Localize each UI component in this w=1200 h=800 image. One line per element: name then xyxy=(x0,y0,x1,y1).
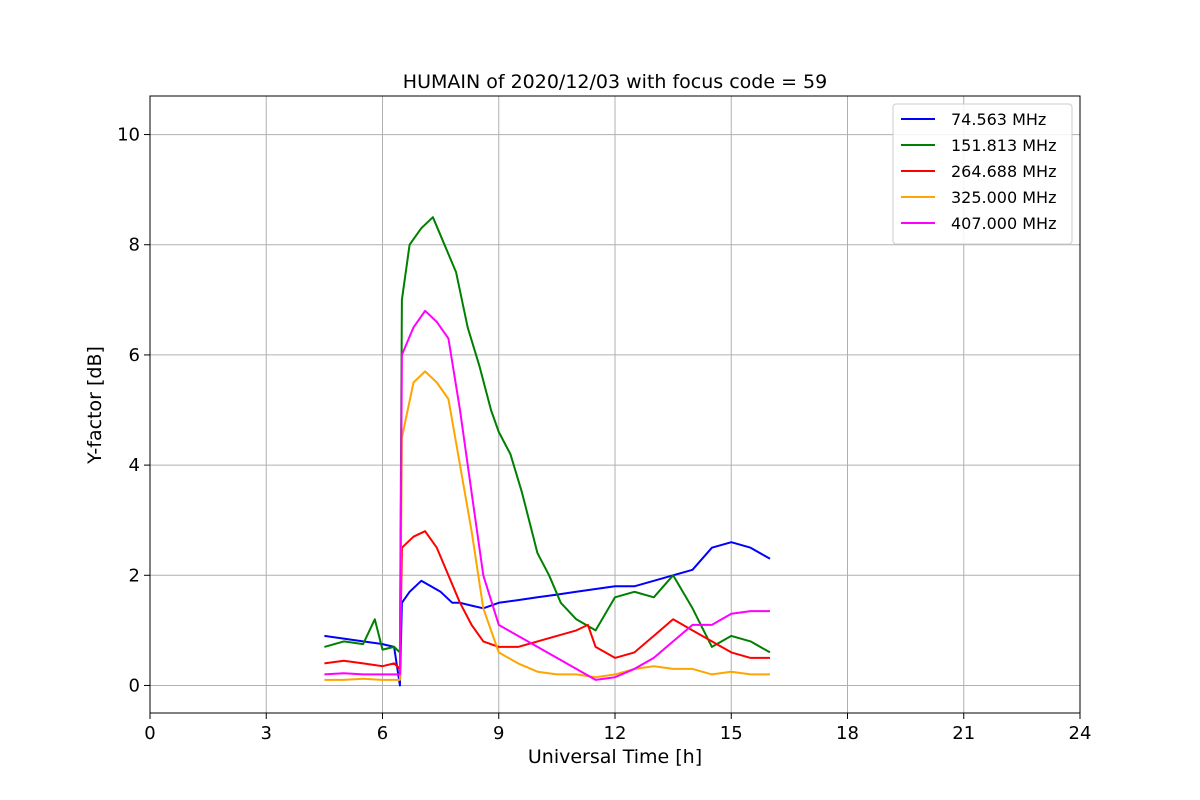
x-tick-label: 0 xyxy=(144,723,155,744)
legend-label: 74.563 MHz xyxy=(951,110,1046,129)
legend: 74.563 MHz 151.813 MHz 264.688 MHz 325.000 … xyxy=(892,103,1073,245)
series-line-4 xyxy=(324,309,770,681)
x-tick-label: 12 xyxy=(604,723,627,744)
x-tick-label: 3 xyxy=(261,723,272,744)
series-line-0 xyxy=(324,541,771,687)
y-tick-label: 8 xyxy=(129,235,140,256)
legend-box xyxy=(892,103,1073,245)
x-tick-label: 15 xyxy=(720,723,743,744)
x-tick-label: 24 xyxy=(1069,723,1092,744)
y-tick-label: 4 xyxy=(129,455,140,476)
x-tick-label: 18 xyxy=(836,723,859,744)
series-line-1 xyxy=(324,216,771,654)
y-tick-label: 2 xyxy=(129,565,140,586)
series-line-3 xyxy=(324,370,770,681)
y-axis-label: Y-factor [dB] xyxy=(84,346,106,465)
x-tick-label: 21 xyxy=(952,723,975,744)
x-tick-label: 9 xyxy=(493,723,504,744)
legend-label: 151.813 MHz xyxy=(951,136,1056,155)
legend-label: 325.000 MHz xyxy=(951,188,1056,207)
chart-title: HUMAIN of 2020/12/03 with focus code = 5… xyxy=(403,71,827,93)
x-axis-label: Universal Time [h] xyxy=(528,746,702,768)
series-line-2 xyxy=(324,530,770,670)
series-layer xyxy=(324,216,771,687)
x-tick-label: 6 xyxy=(377,723,388,744)
y-tick-label: 10 xyxy=(117,125,140,146)
y-tick-label: 0 xyxy=(129,675,140,696)
legend-label: 264.688 MHz xyxy=(951,162,1056,181)
y-tick-label: 6 xyxy=(129,345,140,366)
legend-label: 407.000 MHz xyxy=(951,214,1056,233)
